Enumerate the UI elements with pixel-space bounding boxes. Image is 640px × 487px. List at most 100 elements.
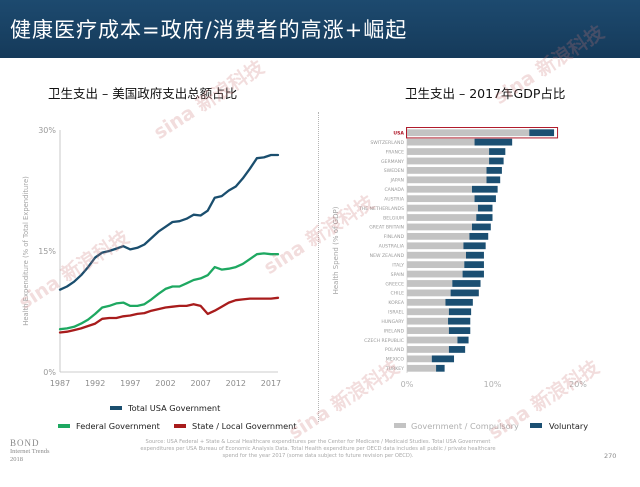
page-number: 270 xyxy=(604,452,617,460)
slide-header: 健康医疗成本=政府/消费者的高涨+崛起 xyxy=(0,0,640,58)
bar-government xyxy=(407,214,477,221)
category-label: SWEDEN xyxy=(384,168,404,174)
category-label: ISRAEL xyxy=(388,310,404,316)
bar-government xyxy=(407,242,464,250)
logo-sub-1: Internet Trends xyxy=(10,448,50,456)
bond-logo: BOND Internet Trends 2018 xyxy=(10,438,70,463)
category-label: TURKEY xyxy=(385,366,404,372)
bar-voluntary xyxy=(477,204,493,212)
bar-government xyxy=(407,261,465,269)
bar-voluntary xyxy=(465,251,484,259)
bar-government xyxy=(407,346,449,353)
y-tick-label: 0% xyxy=(43,368,56,377)
bar-government xyxy=(407,289,451,297)
bar-voluntary xyxy=(463,242,486,250)
y-tick-label: 30% xyxy=(38,126,56,135)
right-chart-title: 卫生支出 – 2017年GDP占比 xyxy=(405,86,566,101)
bar-voluntary xyxy=(476,214,493,221)
bar-voluntary xyxy=(474,195,496,203)
category-label: GREECE xyxy=(385,281,404,287)
bar-voluntary xyxy=(486,176,501,184)
left-chart-title: 卫生支出 – 美国政府支出总额占比 xyxy=(48,86,238,101)
legend-swatch xyxy=(58,424,70,428)
bar-government xyxy=(407,336,458,344)
category-label: FRANCE xyxy=(386,149,404,155)
category-label: JAPAN xyxy=(390,178,404,184)
bar-government xyxy=(407,223,472,231)
bar-government xyxy=(407,232,470,240)
bar-government xyxy=(407,138,475,146)
bar-x-tick-label: 10% xyxy=(484,380,502,389)
bar-voluntary xyxy=(448,327,471,334)
y-axis-label: Health Expenditure (% of Total Expenditu… xyxy=(22,176,30,326)
bar-government xyxy=(407,251,466,259)
category-label: SPAIN xyxy=(391,272,404,278)
bar-government xyxy=(407,204,478,212)
legend-label-voluntary: Voluntary xyxy=(549,421,588,431)
category-label: SWITZERLAND xyxy=(370,140,404,146)
legend-swatch xyxy=(110,406,122,410)
bar-government xyxy=(407,317,449,325)
x-tick-label: 2017 xyxy=(261,379,281,388)
bar-voluntary xyxy=(445,298,473,306)
bar-voluntary xyxy=(452,280,481,287)
series-line-total-usa-government xyxy=(58,153,280,291)
category-label: GREAT BRITAIN xyxy=(369,225,404,231)
category-label: FINLAND xyxy=(384,234,405,240)
bar-voluntary xyxy=(462,270,484,278)
bar-y-axis-label: Health Spend (% of GDP) xyxy=(332,206,340,294)
bar-voluntary xyxy=(457,336,469,344)
x-tick-label: 1987 xyxy=(50,379,70,388)
category-label: GERMANY xyxy=(381,159,404,165)
right-bar-chart: USA SWITZERLAND FRANCE GERMANY SWEDEN JAPAN CA… xyxy=(332,127,588,431)
legend-label: Federal Government xyxy=(76,421,161,431)
x-tick-label: 2007 xyxy=(190,379,210,388)
x-tick-label: 2002 xyxy=(155,379,175,388)
series-line-federal-government xyxy=(58,252,280,331)
bar-voluntary xyxy=(464,261,484,269)
bar-voluntary xyxy=(436,364,445,372)
bar-government xyxy=(407,157,490,165)
category-label: AUSTRIA xyxy=(384,196,405,202)
x-tick-label: 1992 xyxy=(85,379,105,388)
legend-label-government: Government / Compulsory xyxy=(411,421,519,431)
series-line-state-local-government xyxy=(58,296,280,334)
bar-government xyxy=(407,167,487,174)
category-label: USA xyxy=(393,131,404,137)
legend-label: Total USA Government xyxy=(127,403,221,413)
y-tick-label: 15% xyxy=(38,247,56,256)
bar-x-tick-label: 0% xyxy=(401,380,414,389)
category-label: KOREA xyxy=(388,300,404,306)
bar-government xyxy=(407,148,490,155)
bar-voluntary xyxy=(489,157,504,165)
bar-voluntary xyxy=(469,232,489,240)
category-label: MEXICO xyxy=(386,357,405,363)
slide-title: 健康医疗成本=政府/消费者的高涨+崛起 xyxy=(10,18,408,42)
bar-government xyxy=(407,185,472,193)
x-tick-label: 1997 xyxy=(120,379,140,388)
category-label: CHILE xyxy=(391,291,405,297)
bar-x-tick-label: 20% xyxy=(569,380,587,389)
category-label: NEW ZEALAND xyxy=(370,253,405,259)
bar-government xyxy=(407,327,449,334)
category-label: CANADA xyxy=(384,187,404,193)
category-label: THE NETHERLANDS xyxy=(358,206,404,212)
bar-voluntary xyxy=(448,346,466,353)
bar-government xyxy=(407,364,437,372)
category-label: BELGIUM xyxy=(383,215,404,221)
logo-main: BOND xyxy=(10,438,40,448)
category-label: HUNGARY xyxy=(381,319,404,325)
bar-voluntary xyxy=(489,148,506,155)
bar-voluntary xyxy=(450,289,479,297)
bar-voluntary xyxy=(471,185,498,193)
left-line-chart: 0% 15% 30% 1987 1992 1997 2002 2007 2012 2017 Heal… xyxy=(22,126,297,431)
logo-sub-2: 2018 xyxy=(10,455,23,463)
bar-voluntary xyxy=(431,355,455,363)
bar-government xyxy=(407,195,475,203)
bar-voluntary xyxy=(486,167,502,174)
bar-government xyxy=(407,176,487,184)
bar-voluntary xyxy=(529,129,555,137)
bar-government xyxy=(407,280,453,287)
chart-divider xyxy=(318,112,319,422)
bar-voluntary xyxy=(474,138,513,146)
